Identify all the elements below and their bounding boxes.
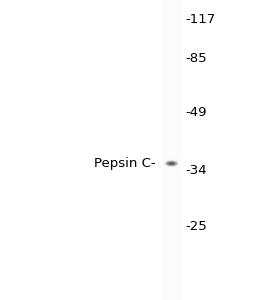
- Text: -117: -117: [185, 13, 215, 26]
- Text: -49: -49: [185, 106, 207, 119]
- Text: -34: -34: [185, 164, 207, 178]
- Text: -85: -85: [185, 52, 207, 65]
- Text: Pepsin C-: Pepsin C-: [94, 157, 155, 170]
- Text: -25: -25: [185, 220, 207, 233]
